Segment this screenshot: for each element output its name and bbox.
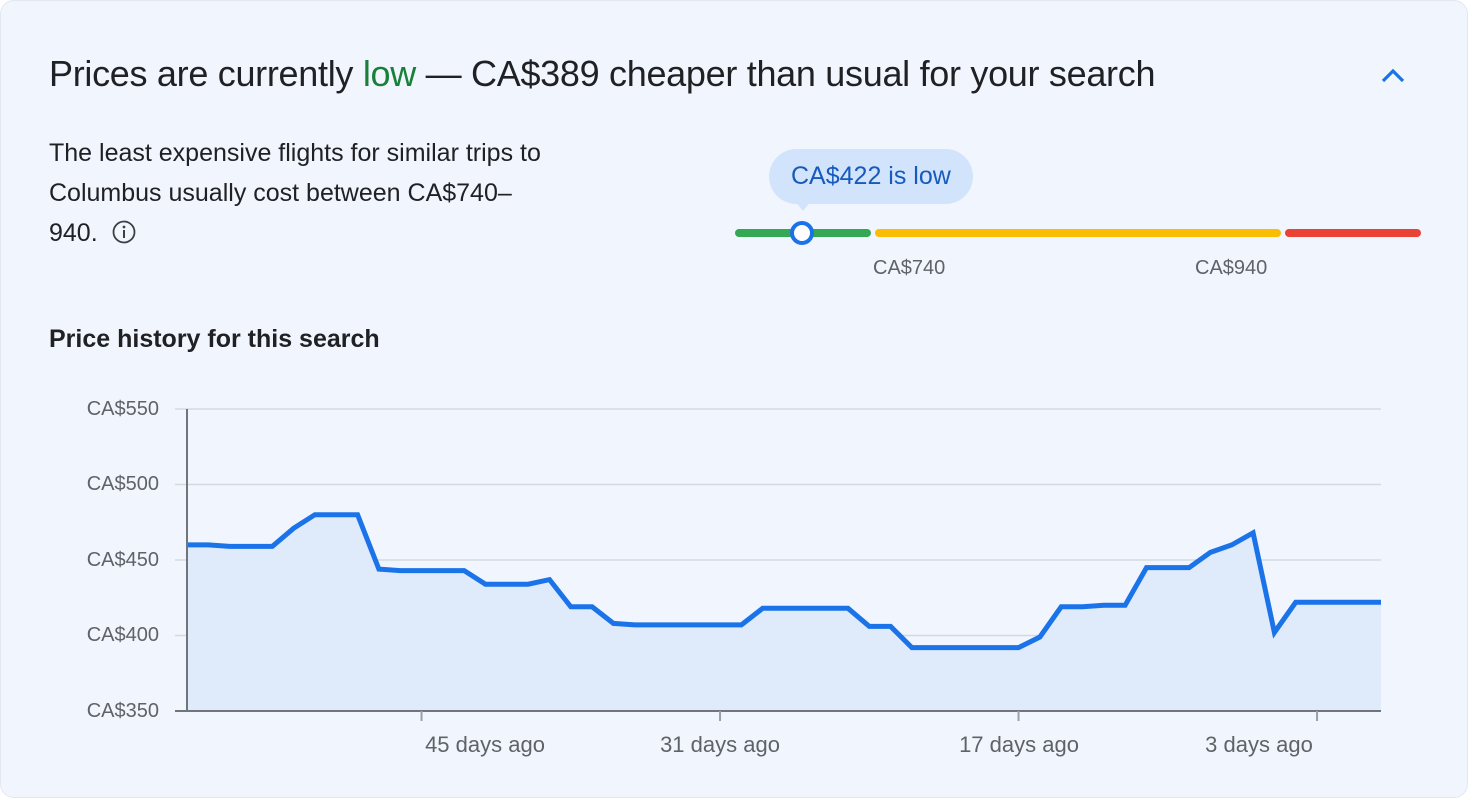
price-history-title: Price history for this search <box>49 325 380 353</box>
price-range-indicator: CA$422 is low CA$740 CA$940 <box>735 141 1425 291</box>
description-text: The least expensive flights for similar … <box>49 139 541 247</box>
headline-suffix: — CA$389 cheaper than usual for your sea… <box>415 53 1156 94</box>
price-history-chart[interactable]: CA$550 CA$500 CA$450 CA$400 CA$350 45 da… <box>1 381 1468 799</box>
high-threshold-label: CA$940 <box>1195 257 1268 279</box>
x-tick-label: 45 days ago <box>425 732 545 757</box>
current-price-marker <box>790 221 814 245</box>
y-tick-label: CA$350 <box>86 700 159 722</box>
chart-axes <box>186 409 1381 721</box>
typical-price-description: The least expensive flights for similar … <box>49 133 549 253</box>
low-threshold-label: CA$740 <box>873 257 946 279</box>
collapse-button[interactable] <box>1371 53 1415 97</box>
chevron-up-icon <box>1381 68 1405 83</box>
x-tick-label: 3 days ago <box>1205 732 1313 757</box>
price-area-fill <box>187 514 1381 711</box>
x-tick-label: 17 days ago <box>959 732 1079 757</box>
y-tick-label: CA$550 <box>86 398 159 420</box>
y-tick-label: CA$500 <box>86 473 159 495</box>
headline-prefix: Prices are currently <box>49 53 363 94</box>
range-segment-high <box>1285 229 1421 237</box>
chart-plot-area <box>175 408 1381 721</box>
range-segment-typical <box>875 229 1281 237</box>
info-icon[interactable] <box>111 219 137 245</box>
price-status-headline: Prices are currently low — CA$389 cheape… <box>49 51 1155 97</box>
y-tick-label: CA$450 <box>86 549 159 571</box>
x-tick-label: 31 days ago <box>660 732 780 757</box>
current-price-bubble: CA$422 is low <box>769 149 973 204</box>
bubble-tail <box>795 201 811 211</box>
price-status-low: low <box>362 53 416 94</box>
y-tick-label: CA$400 <box>86 624 159 646</box>
price-line <box>187 512 1381 651</box>
